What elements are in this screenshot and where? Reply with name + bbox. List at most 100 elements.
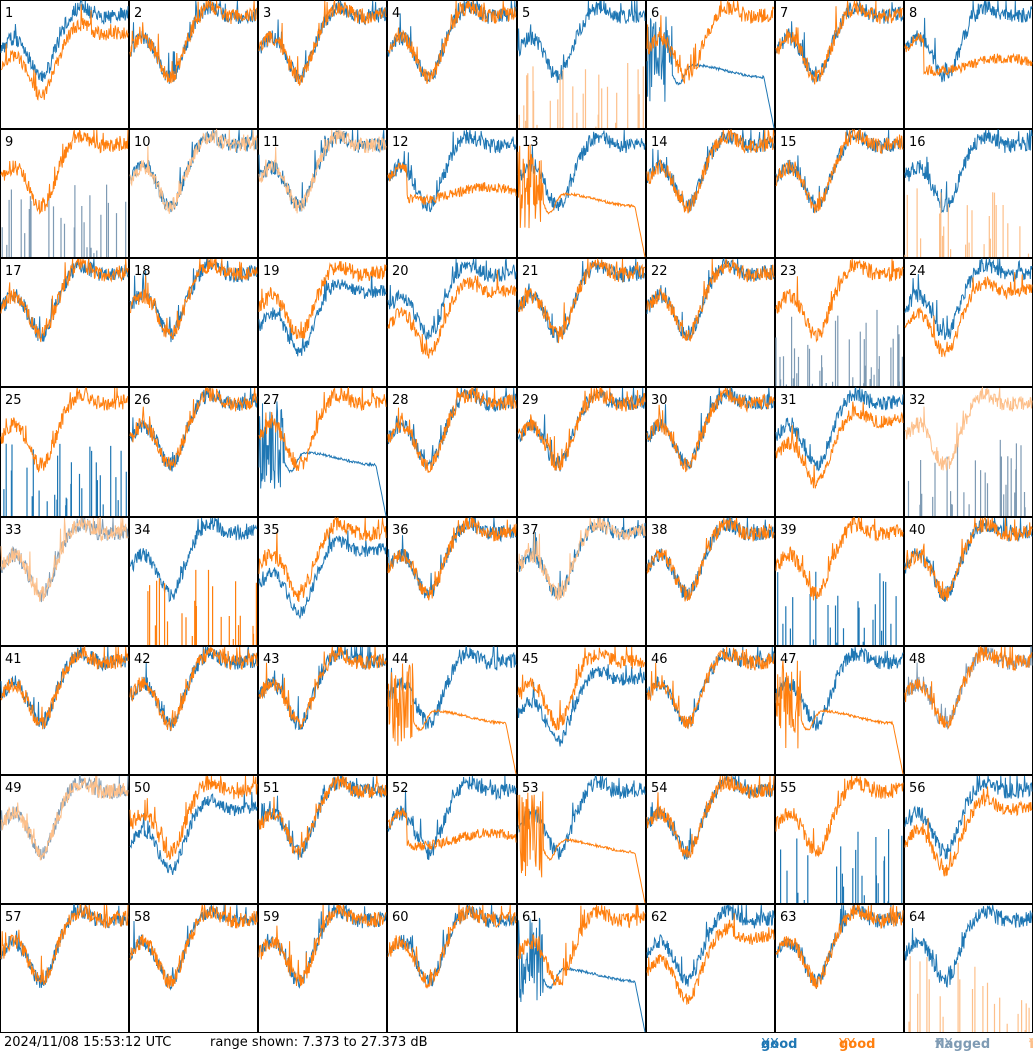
series-xx (258, 270, 387, 357)
panel-27: 27 (258, 386, 387, 517)
series-xx (517, 917, 646, 1033)
series-yy (904, 786, 1033, 877)
panel-label: 2 (134, 6, 142, 21)
panel-63: 63 (775, 904, 904, 1033)
series-yy (387, 0, 517, 84)
panel-label: 14 (651, 135, 668, 150)
series-yy (129, 0, 258, 84)
panel-label: 20 (392, 264, 409, 279)
panel-label: 27 (263, 393, 280, 408)
series-yy (775, 401, 904, 489)
panel-59: 59 (258, 903, 387, 1033)
panel-frame (646, 0, 775, 129)
series-yy (904, 645, 1033, 729)
panel-label: 49 (5, 781, 22, 796)
panel-32: 32 (904, 386, 1033, 517)
panel-5: 5 (517, 0, 646, 129)
panel-label: 4 (392, 6, 400, 21)
panel-15: 15 (775, 128, 904, 258)
panel-30: 30 (646, 386, 775, 517)
panel-label: 55 (780, 781, 797, 796)
panel-46: 46 (646, 646, 775, 775)
series-yy (775, 904, 904, 989)
series-xx (1, 184, 127, 257)
panel-label: 46 (651, 652, 668, 667)
series-xx (904, 257, 1033, 341)
panel-frame (129, 0, 258, 129)
series-yy (258, 129, 387, 214)
panel-16: 16 (904, 129, 1033, 258)
panel-62: 62 (646, 904, 775, 1033)
series-yy (129, 128, 258, 214)
panel-41: 41 (0, 645, 129, 775)
series-xx (129, 517, 258, 603)
series-yy (517, 646, 646, 731)
panel-label: 5 (522, 6, 530, 21)
series-yy (0, 4, 129, 101)
panel-36: 36 (387, 517, 517, 646)
panel-28: 28 (387, 387, 517, 517)
panel-frame (258, 258, 387, 387)
panel-frame (517, 0, 646, 129)
panel-23: 23 (775, 258, 904, 387)
series-yy (129, 387, 257, 471)
series-yy (904, 188, 1030, 257)
series-yy (775, 660, 904, 775)
panel-label: 51 (263, 781, 280, 796)
series-yy (147, 569, 257, 645)
panel-19: 19 (258, 258, 387, 387)
panel-58: 58 (129, 904, 258, 1033)
panel-frame (646, 646, 775, 775)
series-xx (3, 443, 127, 516)
panel-60: 60 (387, 904, 517, 1033)
panel-25: 25 (0, 387, 129, 517)
panel-13: 13 (517, 129, 646, 258)
panel-label: 56 (909, 781, 926, 796)
series-xx (387, 258, 517, 341)
series-yy (258, 261, 387, 340)
panel-label: 58 (134, 910, 151, 925)
panel-label: 18 (134, 264, 151, 279)
series-yy (646, 0, 775, 85)
range-label: range shown: 7.373 to 27.373 dB (210, 1035, 428, 1050)
panel-label: 7 (780, 6, 788, 21)
series-xx (646, 129, 775, 213)
series-xx (646, 904, 775, 987)
series-yy (0, 387, 129, 473)
panel-label: 9 (5, 135, 13, 150)
panel-label: 16 (909, 135, 926, 150)
series-yy (0, 904, 129, 986)
panel-2: 2 (129, 0, 258, 129)
panel-33: 33 (0, 517, 129, 646)
panel-55: 55 (775, 775, 904, 904)
series-xx (387, 775, 517, 861)
series-yy (258, 646, 387, 730)
panel-label: 34 (134, 523, 151, 538)
series-yy (258, 0, 387, 87)
panel-frame (646, 904, 775, 1033)
series-xx (777, 571, 897, 645)
panel-label: 35 (263, 523, 280, 538)
panel-54: 54 (646, 774, 775, 904)
series-yy (0, 129, 129, 215)
series-yy (908, 956, 1030, 1032)
series-yy (387, 162, 517, 205)
series-xx (780, 829, 903, 903)
panel-24: 24 (904, 257, 1033, 387)
panel-label: 11 (263, 135, 280, 150)
panel-35: 35 (258, 516, 387, 646)
series-yy (258, 904, 387, 987)
panel-label: 61 (522, 910, 539, 925)
series-xx (258, 401, 387, 517)
series-xx (904, 129, 1033, 214)
panel-label: 21 (522, 264, 539, 279)
panel-40: 40 (904, 517, 1033, 646)
series-xx (258, 903, 387, 989)
panel-17: 17 (0, 258, 129, 387)
series-yy (129, 904, 258, 989)
panel-61: 61 (517, 904, 646, 1033)
series-yy (646, 517, 775, 602)
panel-frame (387, 904, 517, 1033)
series-xx (646, 16, 775, 129)
timestamp: 2024/11/08 15:53:12 UTC (4, 1035, 172, 1050)
